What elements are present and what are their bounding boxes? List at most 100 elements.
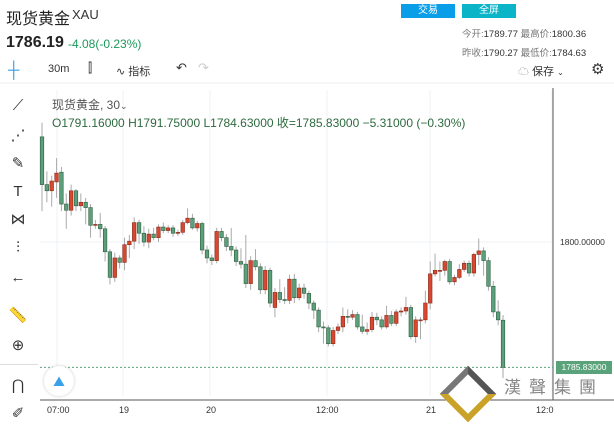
candle — [258, 266, 263, 291]
candle — [93, 224, 98, 226]
candle — [146, 233, 151, 243]
trade-button[interactable]: 交易 — [401, 4, 455, 18]
candle — [112, 257, 117, 278]
indicator-icon: ∿ — [116, 66, 126, 78]
candle — [311, 302, 316, 311]
interval-selector[interactable]: 30m — [48, 63, 70, 75]
candle — [117, 257, 122, 263]
candle — [301, 287, 307, 294]
candle — [496, 311, 501, 321]
candle — [78, 201, 83, 207]
candle — [195, 223, 200, 229]
candle — [379, 319, 384, 328]
candle — [166, 227, 171, 231]
candle — [98, 224, 103, 230]
candle — [369, 316, 375, 330]
candle — [413, 319, 418, 337]
candle — [437, 270, 443, 272]
brush-icon[interactable]: ✎ — [11, 155, 25, 172]
candle — [282, 299, 287, 301]
zoom-in-icon[interactable]: ⊕ — [11, 337, 25, 354]
candle — [491, 285, 496, 313]
candle — [292, 278, 297, 299]
ruler-icon[interactable]: 📏 — [8, 307, 28, 324]
candle — [306, 293, 311, 304]
candle — [224, 237, 229, 247]
candle — [345, 316, 350, 318]
candle — [272, 292, 278, 308]
instrument-title: 现货黄金 — [6, 11, 71, 28]
candle — [132, 222, 137, 242]
candle — [374, 316, 379, 321]
lock-drawings-icon[interactable]: ✐ — [11, 405, 25, 422]
candle — [340, 316, 345, 328]
candle — [432, 270, 438, 275]
candle — [83, 201, 88, 208]
candle — [54, 172, 59, 183]
projection-tool-icon[interactable]: ⫶ — [16, 238, 20, 256]
candle — [136, 222, 142, 234]
candle — [476, 250, 481, 255]
indicators-button[interactable]: ∿ 指标 — [116, 66, 151, 78]
magnet-icon[interactable]: ⋂ — [11, 377, 25, 394]
pattern-tool-icon[interactable]: ⋈ — [10, 211, 26, 228]
candle — [418, 319, 423, 322]
redo-icon[interactable]: ↷ — [198, 60, 209, 75]
candle — [170, 227, 176, 234]
price-change: -4.08(-0.23%) — [68, 37, 142, 51]
candle — [442, 261, 447, 271]
candle — [398, 310, 404, 313]
candle — [335, 326, 341, 331]
x-tick-label: 19 — [119, 405, 130, 415]
fib-tool-icon[interactable]: ⋰ — [10, 127, 26, 144]
stats-row-2: 昨收:1790.27 最低价:1784.63 — [462, 48, 587, 59]
candle — [316, 309, 321, 328]
candle — [462, 262, 467, 270]
candle — [141, 232, 147, 243]
candle — [209, 257, 214, 261]
candle — [156, 226, 161, 238]
current-price: 1786.19 — [6, 34, 64, 51]
candle — [200, 223, 205, 251]
back-arrow-icon[interactable]: ← — [10, 268, 26, 286]
candle — [234, 249, 239, 262]
x-tick-label: 12:0 — [536, 405, 554, 415]
undo-icon[interactable]: ↶ — [176, 60, 187, 75]
candle — [384, 315, 389, 328]
candle — [452, 277, 457, 283]
candle — [190, 217, 195, 229]
stats-row-1: 今开:1789.77 最高价:1800.36 — [462, 29, 587, 40]
candle — [423, 302, 428, 321]
chart-legend-title[interactable]: 现货黄金, 30⌄ — [52, 98, 128, 112]
candle — [238, 261, 244, 265]
cloud-icon: ☁ — [518, 66, 529, 78]
chart-logo-icon[interactable]: ⛰ — [44, 366, 74, 396]
trend-line-icon[interactable]: ⟋ — [12, 96, 24, 114]
candle — [161, 226, 166, 231]
candle — [389, 315, 394, 324]
candle — [59, 171, 64, 205]
candle — [248, 260, 253, 284]
x-tick-label: 12:00 — [316, 405, 339, 415]
candle — [49, 180, 54, 192]
x-tick-label: 21 — [426, 405, 437, 415]
x-tick-label: 07:00 — [47, 405, 70, 415]
candle-type-icon[interactable]: ⫿ — [88, 60, 93, 75]
candle — [297, 287, 302, 299]
candle — [287, 278, 292, 301]
save-button[interactable]: ☁ 保存 ⌄ — [518, 66, 564, 78]
text-tool-icon[interactable]: T — [13, 182, 23, 200]
watermark-text: 漢聲集團 — [504, 378, 604, 397]
candle — [69, 190, 74, 211]
candle — [408, 307, 413, 337]
candle — [229, 246, 234, 251]
settings-icon[interactable]: ⚙ — [591, 61, 605, 78]
chevron-down-icon: ⌄ — [557, 68, 564, 77]
candle — [457, 269, 462, 278]
crosshair-icon[interactable]: ┼ — [8, 62, 20, 79]
candle — [175, 232, 180, 234]
candle — [204, 249, 210, 259]
candle — [39, 136, 45, 185]
fullscreen-button[interactable]: 全屏 — [462, 4, 516, 18]
